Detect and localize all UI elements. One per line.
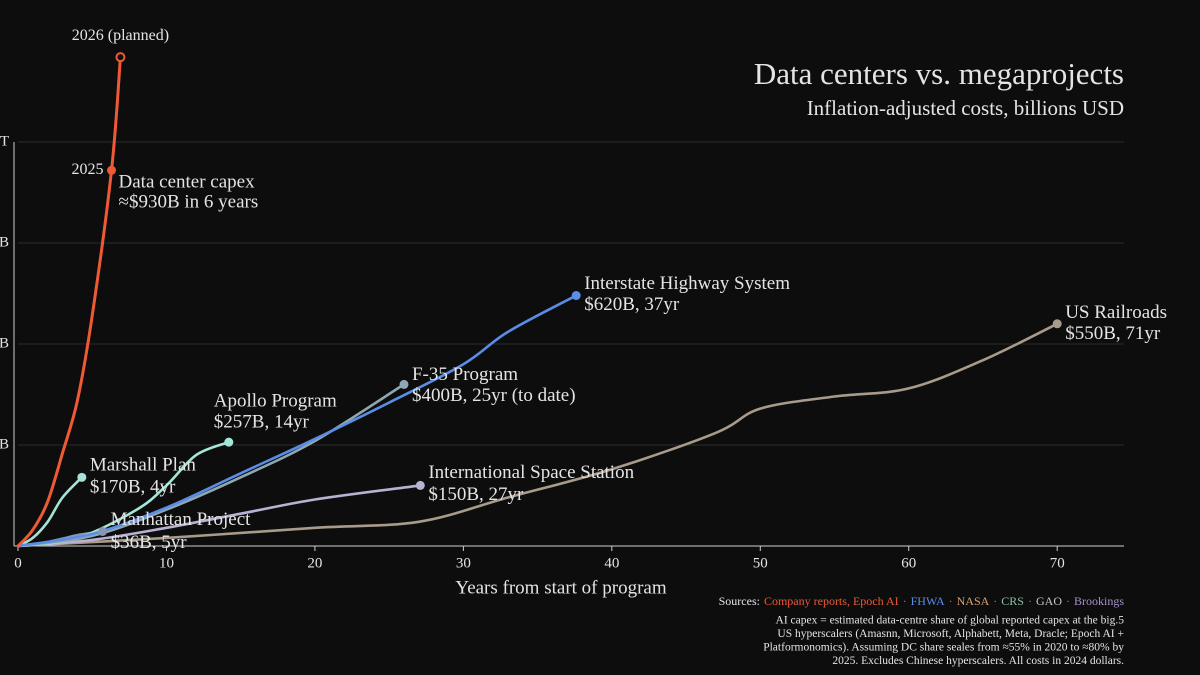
series-note: $620B, 37yr bbox=[584, 294, 680, 315]
point-marker bbox=[77, 472, 87, 482]
x-tick-label: 60 bbox=[901, 555, 916, 571]
series-label: Manhattan Project bbox=[111, 509, 252, 530]
series-label: Data center capex bbox=[119, 172, 256, 193]
point-marker bbox=[415, 480, 425, 490]
series-line bbox=[16, 322, 1059, 548]
series-line bbox=[16, 294, 578, 548]
x-tick-label: 40 bbox=[604, 555, 619, 571]
y-tick-label: $250B bbox=[0, 436, 9, 452]
chart-title: Data centers vs. megaprojects bbox=[754, 56, 1124, 91]
source-item: CRS bbox=[1001, 594, 1024, 608]
y-tick-label: $1T bbox=[0, 133, 9, 149]
sources: Sources: Company reports, Epoch AI · FHWA · N… bbox=[719, 594, 1125, 608]
series-label: Marshall Plan bbox=[90, 455, 197, 476]
point-marker bbox=[1052, 319, 1062, 329]
series-label: US Railroads bbox=[1065, 302, 1167, 323]
separator: · bbox=[1028, 594, 1032, 608]
source-item: NASA bbox=[957, 594, 990, 608]
y-tick-label: $750B bbox=[0, 234, 9, 250]
series-note: $550B, 71yr bbox=[1065, 323, 1161, 344]
source-item: GAO bbox=[1036, 594, 1062, 608]
footnote: US hyperscalers (Amasnn, Microsoft, Alph… bbox=[777, 628, 1124, 640]
x-axis-label: Years from start of program bbox=[455, 577, 666, 598]
point-marker bbox=[107, 165, 117, 175]
series-note: $150B, 27yr bbox=[428, 484, 524, 505]
point-marker bbox=[399, 379, 409, 389]
chart-subtitle: Inflation-adjusted costs, billions USD bbox=[807, 96, 1124, 120]
separator: · bbox=[993, 594, 997, 608]
series-label: International Space Station bbox=[428, 462, 634, 483]
point-marker bbox=[98, 526, 108, 536]
separator: · bbox=[949, 594, 953, 608]
x-tick-label: 50 bbox=[753, 555, 768, 571]
footnote: AI capex = estimated data-centre share o… bbox=[776, 615, 1125, 627]
point-label: 2026 (planned) bbox=[72, 27, 169, 44]
x-tick-label: 10 bbox=[159, 555, 174, 571]
footnote: Platformonomics). Assuming DC share seal… bbox=[763, 642, 1124, 654]
point-label: 2025 bbox=[72, 161, 104, 178]
source-item: FHWA bbox=[911, 594, 945, 608]
source-item: Company reports, Epoch AI bbox=[764, 594, 899, 608]
source-item: Brookings bbox=[1074, 594, 1124, 608]
separator: · bbox=[1066, 594, 1070, 608]
y-tick-label: $500B bbox=[0, 335, 9, 351]
point-marker bbox=[115, 52, 126, 63]
series-note: $36B, 5yr bbox=[111, 532, 188, 553]
series-label: F-35 Program bbox=[412, 364, 518, 385]
sources-label: Sources: bbox=[719, 594, 760, 608]
separator: · bbox=[903, 594, 907, 608]
series-line bbox=[16, 484, 422, 548]
x-tick-label: 30 bbox=[456, 555, 471, 571]
series-label: Interstate Highway System bbox=[584, 273, 790, 294]
series-note: $400B, 25yr (to date) bbox=[412, 385, 576, 406]
point-marker bbox=[224, 437, 234, 447]
x-tick-label: 20 bbox=[307, 555, 322, 571]
x-tick-label: 0 bbox=[14, 555, 22, 571]
series-label: Apollo Program bbox=[214, 391, 337, 412]
footnote: 2025. Excludes Chinese hyperscalers. All… bbox=[832, 655, 1124, 667]
point-marker bbox=[571, 291, 581, 301]
x-tick-label: 70 bbox=[1050, 555, 1065, 571]
series-note: $257B, 14yr bbox=[214, 412, 310, 433]
series-line bbox=[16, 476, 84, 548]
series-note: $170B, 4yr bbox=[90, 477, 176, 498]
series-note: ≈$930B in 6 years bbox=[119, 192, 259, 213]
